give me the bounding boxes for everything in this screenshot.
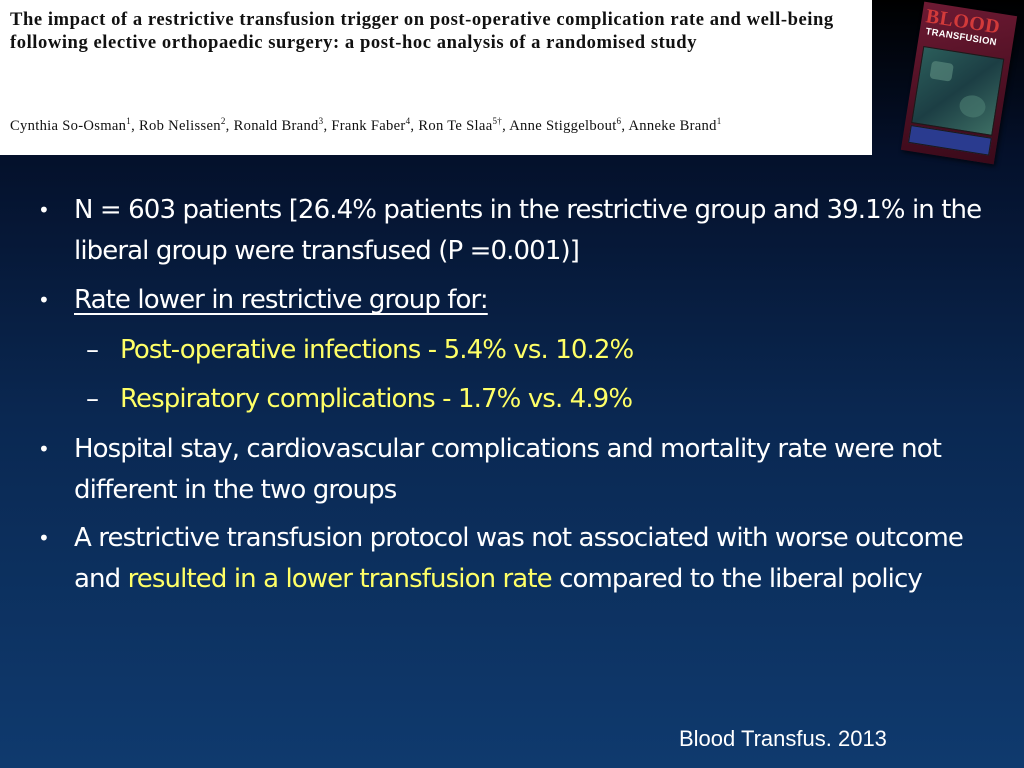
bullet-conclusion: A restrictive transfusion protocol was n…	[74, 518, 984, 600]
author-name: Frank Faber	[331, 117, 406, 134]
author-affiliation: 1	[716, 116, 722, 126]
author-name: Cynthia So-Osman	[10, 117, 127, 134]
sub-bullet-respiratory: Respiratory complications - 1.7% vs. 4.9…	[120, 384, 633, 414]
bullet-hospital-stay: Hospital stay, cardiovascular complicati…	[74, 434, 942, 505]
author-affiliation: 3	[318, 116, 324, 126]
author-name: Ron Te Slaa	[418, 117, 493, 134]
author-affiliation: 6	[616, 116, 622, 126]
conclusion-text-start: A restrictive transfusion protocol was n…	[74, 523, 964, 594]
paper-authors: Cynthia So-Osman1, Rob Nelissen2, Ronald…	[10, 116, 722, 134]
author-affiliation: 4	[405, 116, 411, 126]
sub-bullet-marker: –	[86, 384, 99, 414]
author-affiliation: 5†	[492, 116, 503, 126]
citation: Blood Transfus. 2013	[679, 726, 887, 751]
paper-title: The impact of a restrictive transfusion …	[10, 9, 834, 53]
bullet-patients: N = 603 patients [26.4% patients in the …	[74, 195, 982, 266]
cover-picture	[911, 45, 1005, 136]
bullet-marker: •	[38, 437, 50, 461]
author-affiliation: 2	[220, 116, 226, 126]
author-affiliation: 1	[126, 116, 132, 126]
journal-cover-image: BLOOD TRANSFUSION	[900, 1, 1018, 165]
author-name: Anneke Brand	[628, 117, 717, 134]
author-name: Rob Nelissen	[139, 117, 221, 134]
bullet-marker: •	[38, 526, 50, 550]
conclusion-text-end: compared to the liberal policy	[551, 564, 923, 594]
bullet-rate-lower: Rate lower in restrictive group for:	[74, 285, 489, 315]
bullet-marker: •	[38, 288, 50, 312]
paper-header: The impact of a restrictive transfusion …	[0, 0, 872, 155]
author-name: Ronald Brand	[233, 117, 319, 134]
sub-bullet-marker: –	[86, 335, 99, 365]
conclusion-highlight: resulted in a lower transfusion rate	[127, 564, 553, 594]
bullet-marker: •	[38, 198, 50, 222]
author-name: Anne Stiggelbout	[509, 117, 617, 134]
sub-bullet-infections: Post-operative infections - 5.4% vs. 10.…	[120, 335, 634, 365]
